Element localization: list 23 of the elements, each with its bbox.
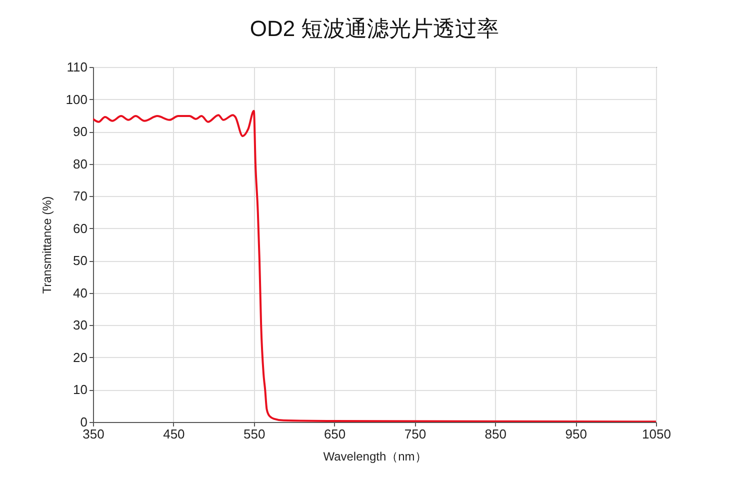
y-tick-label: 50 [73,253,88,268]
y-tick-label: 60 [73,220,88,236]
y-tick-label: 70 [73,188,88,204]
x-tick-label: 750 [404,426,426,442]
chart-title: OD2 短波通滤光片透过率 [250,16,500,41]
x-tick-label: 1050 [642,426,671,442]
x-tick-label: 350 [82,426,104,442]
y-tick-label: 80 [73,156,88,172]
y-tick-label: 30 [73,318,88,333]
x-tick-label: 950 [565,426,587,442]
y-tick-label: 40 [73,285,88,300]
y-tick-label: 110 [66,60,88,74]
x-axis-title: Wavelength（nm） [323,450,427,464]
y-tick-label: 100 [66,92,88,107]
x-tick-label: 850 [484,426,506,442]
x-tick-label: 550 [244,426,266,442]
y-tick-label: 90 [73,124,88,140]
y-tick-label: 20 [73,350,88,365]
x-tick-label: 650 [324,426,346,442]
y-tick-label: 0 [80,414,88,430]
y-axis-title: Transmittance (%) [40,196,54,294]
y-tick-label: 10 [73,382,88,398]
x-tick-label: 450 [163,426,185,442]
